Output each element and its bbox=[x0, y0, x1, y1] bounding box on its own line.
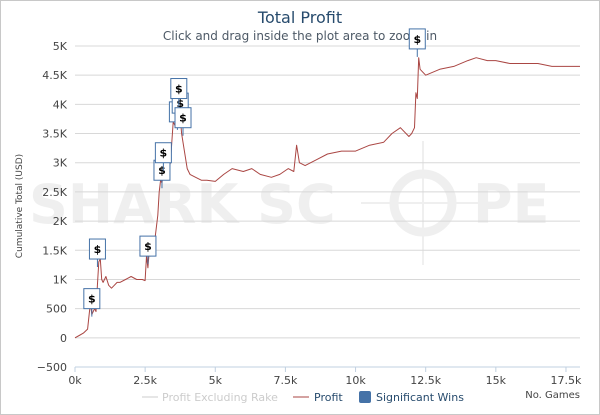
y-axis-label: Cumulative Total (USD) bbox=[15, 154, 25, 258]
significant-win-flag[interactable]: $ bbox=[88, 238, 106, 268]
x-tick-label: 12.5k bbox=[410, 374, 441, 387]
flag-symbol: $ bbox=[179, 112, 187, 125]
significant-win-flag[interactable]: $ bbox=[139, 235, 157, 265]
flag-symbol: $ bbox=[175, 83, 183, 96]
legend: Profit Excluding Rake Profit Significant W… bbox=[142, 391, 464, 404]
y-tick-label: 1.5K bbox=[42, 244, 67, 257]
y-tick-label: 5K bbox=[53, 40, 68, 53]
x-axis: 0k 2.5k 5k 7.5k 10k 12.5k 15k 17.5k bbox=[68, 366, 582, 387]
legend-label: Profit bbox=[314, 391, 343, 404]
watermark-text-right: PE bbox=[473, 173, 549, 236]
legend-label: Profit Excluding Rake bbox=[162, 391, 278, 404]
flag-symbol: $ bbox=[88, 293, 96, 306]
flag-symbol: $ bbox=[144, 240, 152, 253]
flag-symbol: $ bbox=[176, 97, 184, 110]
y-tick-label: 1K bbox=[53, 273, 68, 286]
y-tick-label: 0 bbox=[60, 332, 67, 345]
x-tick-label: 5k bbox=[209, 374, 223, 387]
y-axis: −500 0 500 1K 1.5K 2K 2.5K 3K 3.5K 4K 4.5K 5K bbox=[37, 40, 68, 374]
significant-win-flag[interactable]: $ bbox=[83, 288, 101, 317]
legend-item-profit[interactable]: Profit bbox=[293, 391, 343, 404]
y-tick-label: 500 bbox=[46, 303, 67, 316]
flag-symbol: $ bbox=[158, 164, 166, 177]
x-tick-label: 7.5k bbox=[273, 374, 297, 387]
significant-win-flag[interactable]: $ bbox=[408, 28, 426, 57]
significant-win-flag[interactable]: $ bbox=[170, 78, 188, 107]
legend-label: Significant Wins bbox=[376, 391, 464, 404]
chart-title: Total Profit bbox=[257, 8, 343, 27]
y-tick-label: 3K bbox=[53, 157, 68, 170]
chart-subtitle: Click and drag inside the plot area to z… bbox=[162, 29, 438, 43]
y-tick-label: 2K bbox=[53, 215, 68, 228]
y-tick-label: −500 bbox=[37, 361, 67, 374]
y-tick-label: 3.5K bbox=[42, 128, 67, 141]
x-tick-label: 2.5k bbox=[133, 374, 157, 387]
legend-item-profit-excluding-rake[interactable]: Profit Excluding Rake bbox=[142, 391, 278, 404]
y-tick-label: 2.5K bbox=[42, 186, 67, 199]
x-tick-label: 10k bbox=[345, 374, 366, 387]
significant-win-flag[interactable]: $ bbox=[174, 107, 192, 136]
series-line-profit[interactable] bbox=[74, 57, 580, 339]
legend-item-significant-wins[interactable]: Significant Wins bbox=[359, 391, 464, 404]
flag-symbol: $ bbox=[94, 243, 102, 256]
flag-symbol: $ bbox=[160, 147, 168, 160]
watermark-crosshair-icon bbox=[361, 141, 485, 265]
x-tick-label: 0k bbox=[68, 374, 82, 387]
y-tick-label: 4.5K bbox=[42, 69, 67, 82]
x-tick-label: 15k bbox=[486, 374, 507, 387]
x-tick-label: 17.5k bbox=[551, 374, 582, 387]
significant-wins-flags: $$$$$$$$$$ bbox=[83, 28, 426, 317]
watermark-text-left: SHARK SC bbox=[29, 173, 336, 236]
significant-win-flag[interactable]: $ bbox=[154, 142, 172, 171]
x-axis-label: No. Games bbox=[525, 390, 580, 401]
y-tick-label: 4K bbox=[53, 98, 68, 111]
flag-symbol: $ bbox=[413, 33, 421, 46]
watermark: SHARK SC PE bbox=[29, 141, 549, 265]
series-layer bbox=[74, 57, 580, 339]
